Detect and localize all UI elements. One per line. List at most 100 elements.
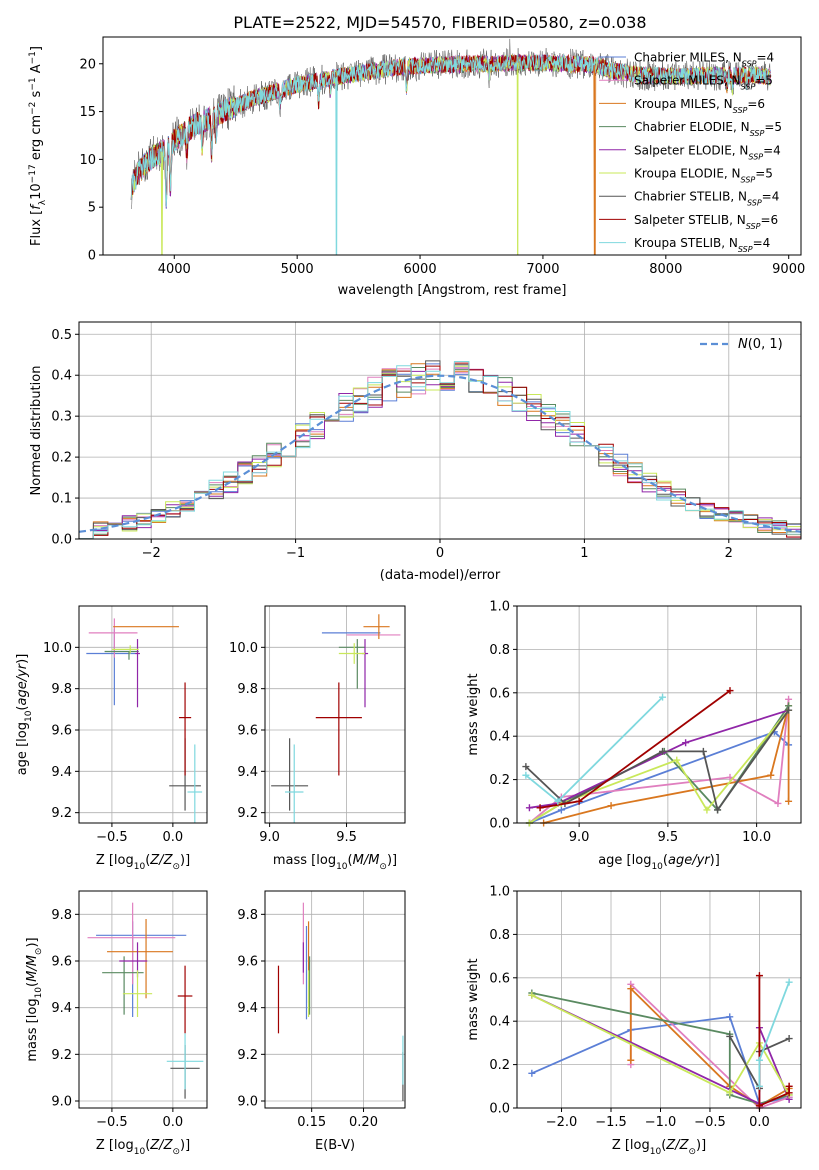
spectrum-panel: 4000 5000 6000 7000 8000 9000 0 5 10 15 20 waveleng…	[28, 36, 805, 298]
weight-marker-1	[726, 773, 734, 781]
weight-marker-2	[607, 802, 615, 810]
x-tick-label: −2	[142, 546, 161, 561]
y-axis-label: mass weight	[466, 958, 481, 1040]
weight-marker-6	[726, 1032, 734, 1040]
y-tick-label: 0.2	[489, 773, 510, 788]
x-tick-label: −0.5	[96, 1115, 128, 1130]
weight-marker-4	[525, 804, 533, 812]
y-tick-label: 0.8	[489, 643, 510, 658]
y-tick-label: 9.4	[51, 765, 72, 780]
residuals-plot	[79, 360, 801, 539]
weight-marker-6	[785, 1035, 793, 1043]
x-tick-label: −2.0	[546, 1115, 578, 1130]
x-tick-label: 0	[436, 546, 444, 561]
weight-marker-2	[627, 985, 635, 993]
y-tick-label: 0.0	[51, 533, 72, 548]
weight-marker-2	[785, 797, 793, 805]
x-tick-label: 0.0	[163, 1115, 184, 1130]
weight-marker-6	[785, 706, 793, 714]
weight-line-0	[529, 730, 790, 824]
y-tick-label: 5	[88, 201, 96, 216]
y-tick-label: 9.6	[51, 955, 72, 970]
y-tick-label: 0.8	[489, 928, 510, 943]
z_weight-panel: −2.0 −1.5 −1.0 −0.5 0.0 0.0 0.2 0.4 0.6 0.8 1.0 Z […	[466, 885, 802, 1157]
y-tick-label: 9.2	[51, 806, 72, 821]
x-axis-label: Z [log10(Z/Z⊙)]	[96, 853, 190, 872]
weight-marker-8	[554, 797, 562, 805]
x-axis-label: E(B-V)	[315, 1138, 355, 1153]
y-tick-label: 9.6	[237, 955, 258, 970]
weight-line-6	[525, 709, 790, 813]
legend-entry: Salpeter STELIB, NSSP=6	[634, 213, 778, 231]
x-tick-label: 9.5	[336, 830, 357, 845]
y-tick-label: 9.2	[237, 1048, 258, 1063]
legend-entry: Chabrier STELIB, NSSP=4	[634, 190, 779, 208]
legend-entry: Chabrier MILES, NSSP=4	[634, 51, 774, 69]
y-tick-label: 10.0	[43, 641, 72, 656]
y-tick-label: 0.2	[489, 1058, 510, 1073]
weight-marker-5	[528, 991, 536, 999]
weight-marker-8	[522, 771, 530, 779]
y-axis-label: Normed distribution	[29, 366, 44, 496]
x-tick-label: 9.0	[569, 830, 590, 845]
x-tick-label: 6000	[404, 262, 437, 277]
y-tick-label: 0.4	[489, 730, 510, 745]
weight-marker-0	[528, 1069, 536, 1077]
x-tick-label: 10.0	[742, 830, 771, 845]
y-tick-label: 0.6	[489, 686, 510, 701]
y-tick-label: 1.0	[489, 885, 510, 900]
y-axis-label: mass weight	[466, 673, 481, 755]
y-tick-label: 9.4	[237, 765, 258, 780]
axes-frame	[516, 605, 802, 824]
y-tick-label: 9.6	[237, 724, 258, 739]
axes-frame	[102, 36, 802, 256]
x-tick-label: 0.0	[749, 1115, 770, 1130]
legend-entry: N(0, 1)	[738, 337, 783, 352]
x-tick-label: 0.0	[163, 830, 184, 845]
weight-marker-6	[522, 763, 530, 771]
weight-marker-8	[755, 1082, 763, 1090]
y-axis-label: age [log10(age/yr)]	[15, 654, 34, 776]
weight-marker-6	[699, 747, 707, 755]
y-tick-label: 9.2	[51, 1048, 72, 1063]
y-axis-label: mass [log10(M/M⊙)]	[25, 937, 44, 1061]
legend-entry: Kroupa STELIB, NSSP=4	[634, 236, 770, 254]
x-tick-label: 4000	[158, 262, 191, 277]
weight-line-1	[528, 699, 790, 824]
x-tick-label: 9.0	[259, 830, 280, 845]
x-axis-label: age [log10(age/yr)]	[598, 853, 720, 872]
weight-marker-1	[774, 799, 782, 807]
figure-title: PLATE=2522, MJD=54570, FIBERID=0580, z=0…	[233, 13, 646, 32]
legend-entry: Salpeter MILES, NSSP=5	[634, 74, 773, 92]
axes-frame	[78, 890, 208, 1109]
legend-entry: Kroupa MILES, NSSP=6	[634, 97, 765, 115]
histogram-8	[79, 361, 801, 539]
weight-marker-7	[536, 804, 544, 812]
x-axis-label: wavelength [Angstrom, rest frame]	[338, 283, 567, 298]
weight-marker-4	[682, 739, 690, 747]
weight-marker-1	[785, 695, 793, 703]
y-tick-label: 0.2	[51, 451, 72, 466]
weight-marker-0	[726, 1013, 734, 1021]
y-tick-label: 9.8	[237, 908, 258, 923]
x-tick-label: 9000	[772, 262, 805, 277]
weight-line-5	[531, 994, 790, 1096]
y-tick-label: 9.4	[237, 1001, 258, 1016]
y-tick-label: 9.8	[237, 682, 258, 697]
weight-marker-6	[714, 806, 722, 814]
legend-entry: Salpeter ELODIE, NSSP=4	[634, 143, 781, 161]
y-axis-label: Flux [fλ10−17 erg cm−2 s−1 A−1]	[28, 46, 48, 246]
y-tick-label: 10.0	[229, 641, 258, 656]
x-tick-label: −1.5	[595, 1115, 627, 1130]
weight-marker-7	[726, 687, 734, 695]
y-tick-label: 10	[79, 153, 96, 168]
weight-marker-6	[659, 747, 667, 755]
x-axis-label: mass [log10(M/M⊙)]	[273, 853, 397, 872]
gaussian-curve	[79, 374, 801, 533]
y-tick-label: 0.6	[489, 971, 510, 986]
ebv_mass-panel: 0.15 0.20 9.0 9.2 9.4 9.6 9.8 E(B-V)	[237, 890, 406, 1153]
y-tick-label: 9.0	[237, 1095, 258, 1110]
x-tick-label: −0.5	[96, 830, 128, 845]
spectrum-line-8	[130, 53, 771, 255]
weight-marker-7	[785, 1082, 793, 1090]
